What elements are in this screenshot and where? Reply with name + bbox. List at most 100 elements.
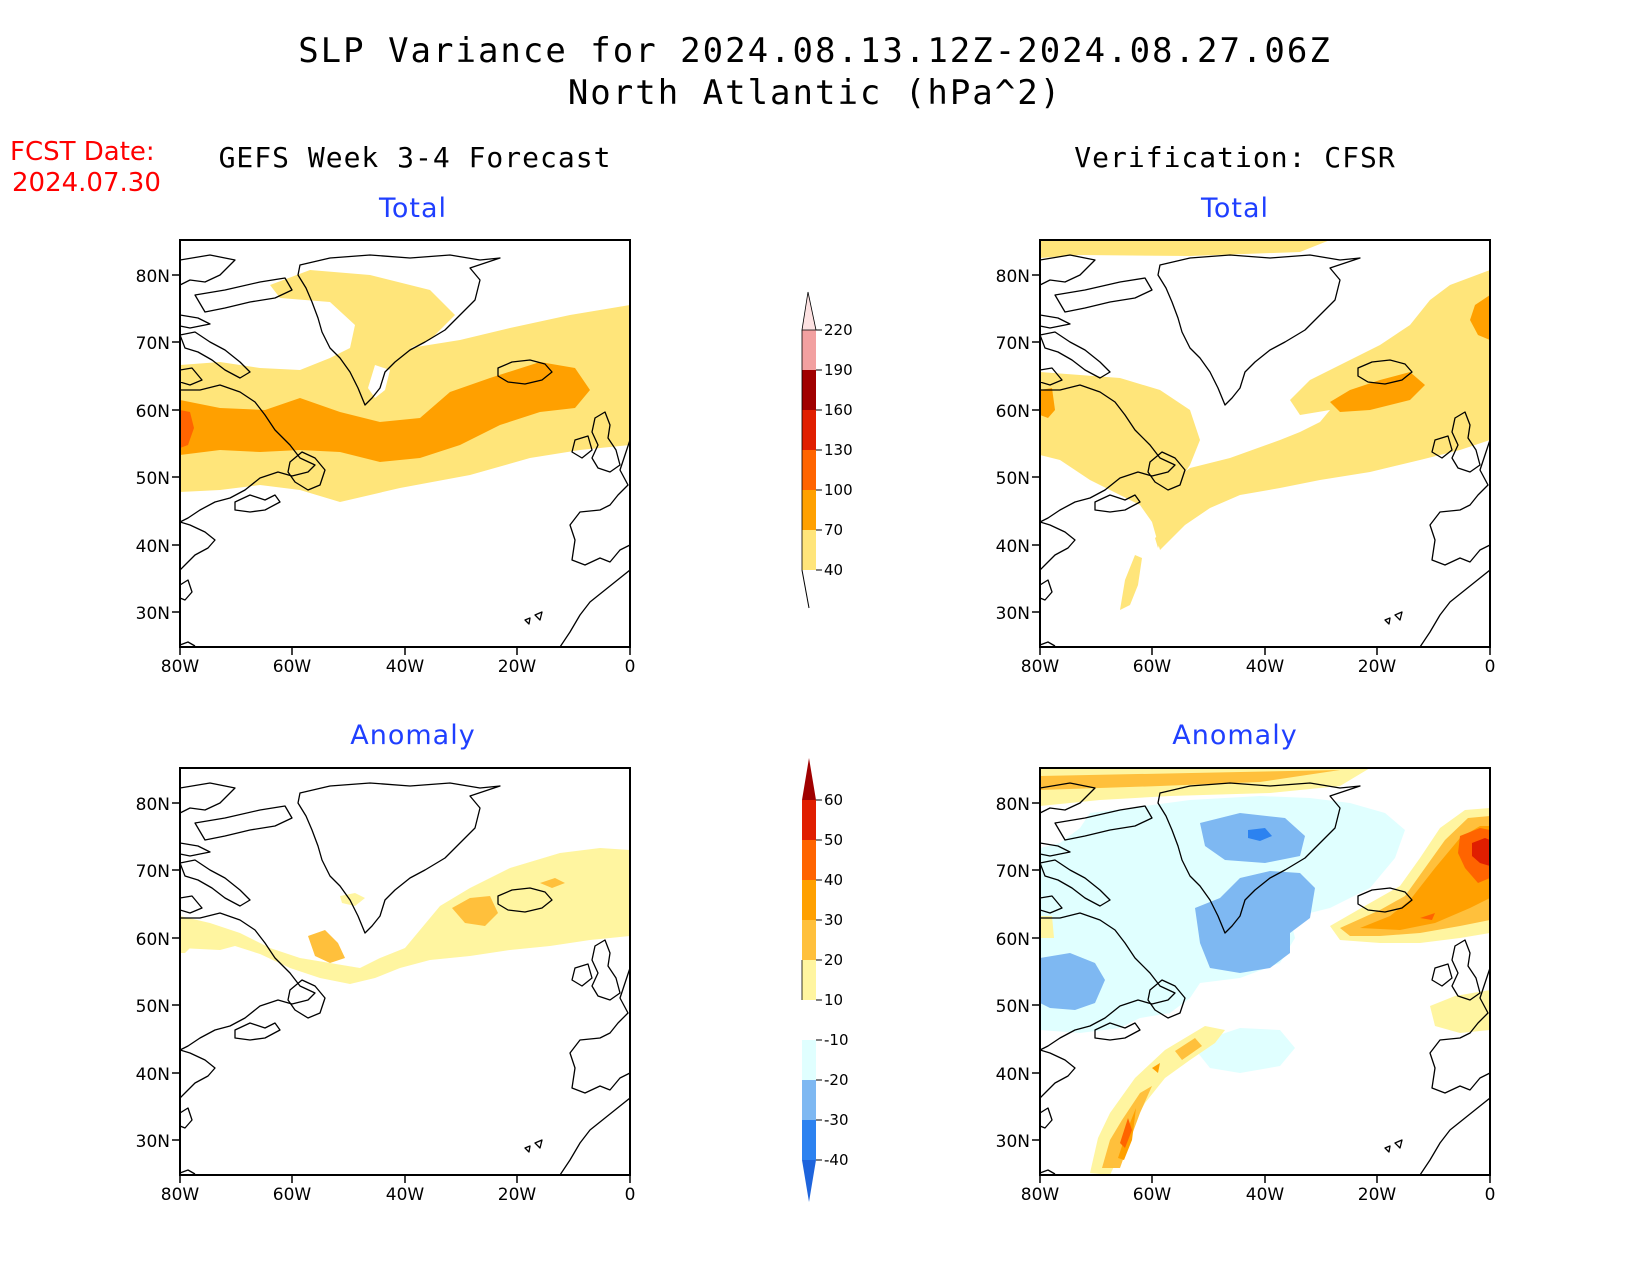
colorbar-anomaly-upper-end — [802, 758, 816, 800]
colorbar-anomaly-label: 50 — [824, 831, 843, 849]
lon-label: 80W — [1021, 657, 1060, 677]
colorbar-anomaly-box — [802, 960, 816, 1000]
lat-label: 30N — [996, 1132, 1030, 1152]
lat-label: 30N — [996, 604, 1030, 624]
colorbar-anomaly-label: 30 — [824, 911, 843, 929]
column-title-verification: Verification: CFSR — [1074, 141, 1395, 174]
colorbar-anomaly-box — [802, 1080, 816, 1120]
lat-label: 40N — [996, 1065, 1030, 1085]
lon-label: 20W — [1358, 1185, 1397, 1205]
lat-label: 30N — [136, 1132, 170, 1152]
lon-label: 60W — [1133, 657, 1172, 677]
colorbar-anomaly-label: -20 — [824, 1071, 849, 1089]
colorbar-anomaly-box — [802, 920, 816, 960]
colorbar-anomaly-label: 10 — [824, 991, 843, 1009]
lat-label: 60N — [136, 930, 170, 950]
lon-label: 60W — [273, 1185, 312, 1205]
map-panel-forecast-total — [171, 239, 631, 656]
lon-label: 80W — [1021, 1185, 1060, 1205]
figure-title-line2: North Atlantic (hPa^2) — [568, 73, 1062, 113]
column-title-forecast: GEFS Week 3-4 Forecast — [219, 141, 612, 174]
colorbar-total-box — [802, 410, 816, 450]
lat-label: 40N — [136, 537, 170, 557]
colorbar-total: 40 70 100 130 160 190 220 — [801, 291, 853, 609]
lon-label: 40W — [1246, 657, 1285, 677]
lon-label: 0 — [625, 657, 636, 677]
lon-label: 20W — [1358, 657, 1397, 677]
colorbar-anomaly-box — [802, 1000, 816, 1040]
colorbar-total-label: 40 — [824, 561, 843, 579]
lon-label: 80W — [161, 1185, 200, 1205]
colorbar-total-label: 220 — [824, 321, 853, 339]
lat-label: 50N — [996, 469, 1030, 489]
map-panel-verification-total — [1031, 239, 1491, 656]
lat-label: 60N — [996, 402, 1030, 422]
colorbar-anomaly-label: 60 — [824, 791, 843, 809]
colorbar-total-box — [802, 530, 816, 570]
lat-label: 80N — [136, 267, 170, 287]
axis-labels-forecast-total: 80N 70N 60N 50N 40N 30N 80W 60W 40W 20W … — [136, 267, 636, 677]
lat-label: 80N — [136, 795, 170, 815]
lat-label: 70N — [136, 334, 170, 354]
map-panel-forecast-anomaly — [171, 767, 631, 1184]
colorbar-total-label: 190 — [824, 361, 853, 379]
lat-label: 70N — [996, 862, 1030, 882]
lat-label: 80N — [996, 795, 1030, 815]
lat-label: 60N — [136, 402, 170, 422]
colorbar-total-box — [802, 450, 816, 490]
figure-title-line1: SLP Variance for 2024.08.13.12Z-2024.08.… — [298, 31, 1332, 71]
shading-verification-anomaly — [1040, 768, 1490, 1175]
lat-label: 60N — [996, 930, 1030, 950]
panel-title-verification-anomaly: Anomaly — [1172, 720, 1297, 751]
panel-title-forecast-anomaly: Anomaly — [350, 720, 475, 751]
axis-labels-forecast-anomaly: 80N 70N 60N 50N 40N 30N 80W 60W 40W 20W … — [136, 795, 636, 1205]
colorbar-total-label: 100 — [824, 481, 853, 499]
colorbar-total-box — [802, 370, 816, 410]
colorbar-anomaly: -40 -30 -20 -10 10 20 30 40 50 60 — [801, 758, 849, 1202]
axis-labels-verification-anomaly: 80N 70N 60N 50N 40N 30N 80W 60W 40W 20W … — [996, 795, 1496, 1205]
lon-label: 0 — [1485, 657, 1496, 677]
lon-label: 40W — [386, 657, 425, 677]
lat-label: 50N — [136, 469, 170, 489]
colorbar-total-lower-end — [801, 569, 810, 609]
colorbar-anomaly-box — [802, 1040, 816, 1080]
colorbar-anomaly-label: 40 — [824, 871, 843, 889]
lat-label: 50N — [996, 997, 1030, 1017]
lat-label: 30N — [136, 604, 170, 624]
colorbar-anomaly-box — [802, 1120, 816, 1160]
lon-label: 60W — [1133, 1185, 1172, 1205]
colorbar-anomaly-label: -40 — [824, 1151, 849, 1169]
colorbar-total-label: 70 — [824, 521, 843, 539]
lat-label: 80N — [996, 267, 1030, 287]
lat-label: 40N — [996, 537, 1030, 557]
lon-label: 40W — [386, 1185, 425, 1205]
lon-label: 0 — [1485, 1185, 1496, 1205]
fcst-date-label: FCST Date: — [10, 137, 155, 167]
colorbar-anomaly-label: -30 — [824, 1111, 849, 1129]
axis-labels-verification-total: 80N 70N 60N 50N 40N 30N 80W 60W 40W 20W … — [996, 267, 1496, 677]
lat-label: 40N — [136, 1065, 170, 1085]
colorbar-total-upper-end — [801, 291, 817, 331]
colorbar-anomaly-lower-end — [802, 1160, 816, 1202]
colorbar-anomaly-box — [802, 840, 816, 880]
lon-label: 40W — [1246, 1185, 1285, 1205]
colorbar-total-label: 130 — [824, 441, 853, 459]
lat-label: 50N — [136, 997, 170, 1017]
lon-label: 60W — [273, 657, 312, 677]
colorbar-total-box — [802, 490, 816, 530]
lat-label: 70N — [996, 334, 1030, 354]
colorbar-anomaly-label: -10 — [824, 1031, 849, 1049]
lon-label: 80W — [161, 657, 200, 677]
lon-label: 20W — [498, 657, 537, 677]
colorbar-anomaly-box — [802, 880, 816, 920]
lon-label: 20W — [498, 1185, 537, 1205]
colorbar-total-label: 160 — [824, 401, 853, 419]
lon-label: 0 — [625, 1185, 636, 1205]
panel-title-verification-total: Total — [1200, 193, 1269, 224]
fcst-date-value: 2024.07.30 — [12, 168, 161, 198]
colorbar-anomaly-label: 20 — [824, 951, 843, 969]
colorbar-total-box — [802, 330, 816, 370]
colorbar-anomaly-box — [802, 800, 816, 840]
map-panel-verification-anomaly — [1031, 767, 1491, 1184]
